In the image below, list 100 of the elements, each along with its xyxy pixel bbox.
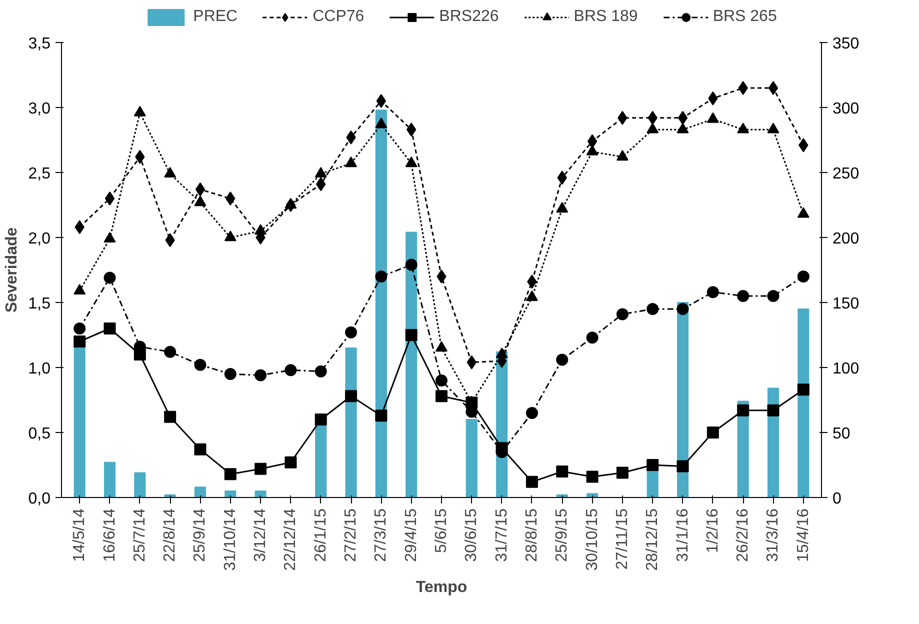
x-tick-label: 29/4/15	[402, 508, 420, 562]
point	[616, 308, 628, 320]
bar	[798, 308, 810, 498]
point	[224, 468, 236, 480]
y2-tick-label: 50	[832, 426, 850, 442]
x-tick-label: 5/6/15	[433, 508, 450, 553]
point	[646, 122, 659, 134]
point	[314, 365, 327, 378]
y2-tick-label: 100	[832, 360, 860, 378]
point	[767, 122, 780, 134]
x-tick-label: 31/1/16	[674, 508, 692, 562]
x-tick-label: 26/1/15	[312, 508, 330, 562]
point	[678, 110, 688, 125]
point	[676, 122, 689, 134]
x-tick-label: 27/3/15	[372, 508, 390, 562]
point	[224, 368, 236, 380]
point	[254, 369, 267, 382]
point	[676, 303, 689, 315]
bar	[224, 490, 236, 498]
x-tick-label: 15/4/16	[794, 508, 812, 562]
point	[768, 81, 778, 95]
bar	[104, 462, 116, 498]
point	[737, 122, 750, 134]
point	[314, 166, 327, 178]
point	[436, 270, 446, 284]
point	[586, 470, 598, 483]
point	[556, 354, 568, 366]
point	[526, 407, 538, 419]
point	[767, 290, 780, 302]
point	[436, 374, 448, 386]
x-tick-label: 3/12/14	[252, 508, 270, 562]
point	[797, 270, 810, 282]
point	[737, 290, 750, 302]
x-tick-label: 28/12/15	[644, 508, 662, 571]
point	[587, 134, 598, 148]
x-tick-label: 25/7/14	[131, 508, 148, 562]
point	[164, 346, 176, 358]
y2-tick-label: 150	[832, 296, 860, 312]
x-tick-label: 31/3/16	[764, 508, 782, 562]
y2-tick-label: 300	[832, 100, 860, 118]
y2-tick-label: 0	[832, 490, 842, 508]
point	[706, 112, 719, 123]
x-tick-label: 22/12/14	[282, 508, 300, 571]
point	[375, 410, 388, 422]
legend-label: CCP76	[312, 8, 364, 26]
y-tick-label: 2,0	[28, 230, 51, 248]
y2-tick-label: 200	[832, 230, 860, 248]
x-tick-label: 26/2/16	[734, 508, 752, 562]
bar	[466, 419, 478, 498]
point	[194, 196, 206, 206]
y-tick-label: 0,5	[28, 426, 51, 442]
x-tick-label: 31/10/14	[222, 508, 239, 571]
point	[284, 456, 297, 468]
point	[314, 414, 327, 426]
x-tick-label: 25/9/14	[192, 508, 209, 562]
y-axis-title: Severidade	[3, 227, 20, 313]
point	[104, 322, 116, 334]
point	[737, 404, 750, 416]
point	[226, 192, 236, 206]
point	[436, 341, 448, 352]
point	[104, 192, 115, 206]
bar	[194, 486, 206, 498]
point	[646, 303, 659, 315]
point	[738, 81, 748, 95]
point	[646, 459, 659, 471]
point	[104, 272, 116, 284]
point	[586, 332, 598, 344]
legend-label: BRS 189	[574, 8, 638, 26]
x-axis-title: Tempo	[416, 578, 468, 596]
x-tick-label: 16/6/14	[101, 508, 118, 562]
point	[405, 329, 418, 341]
point	[797, 384, 810, 396]
x-tick-label: 30/10/15	[584, 508, 601, 571]
x-tick-label: 31/7/15	[493, 508, 510, 562]
bar	[375, 110, 387, 498]
x-tick-label: 28/8/15	[523, 508, 540, 562]
legend-label: BRS226	[439, 8, 499, 26]
bar	[345, 348, 357, 498]
point	[194, 358, 206, 371]
point	[556, 202, 568, 213]
point	[556, 466, 568, 478]
x-tick-label: 27/11/15	[614, 508, 631, 570]
point	[375, 118, 388, 128]
y-tick-label: 0,0	[28, 490, 51, 508]
bar	[134, 472, 146, 498]
point	[164, 410, 176, 423]
point	[767, 404, 780, 416]
y-tick-label: 3,5	[28, 36, 51, 52]
point	[104, 232, 116, 242]
bar	[406, 232, 418, 498]
point	[436, 390, 448, 402]
point	[797, 207, 810, 218]
point	[526, 290, 538, 301]
point	[254, 462, 267, 475]
x-tick-label: 1/2/16	[704, 508, 722, 553]
x-tick-label: 25/9/15	[554, 508, 571, 562]
point	[345, 156, 358, 168]
point	[375, 270, 388, 282]
point	[405, 258, 418, 271]
point	[74, 284, 86, 294]
